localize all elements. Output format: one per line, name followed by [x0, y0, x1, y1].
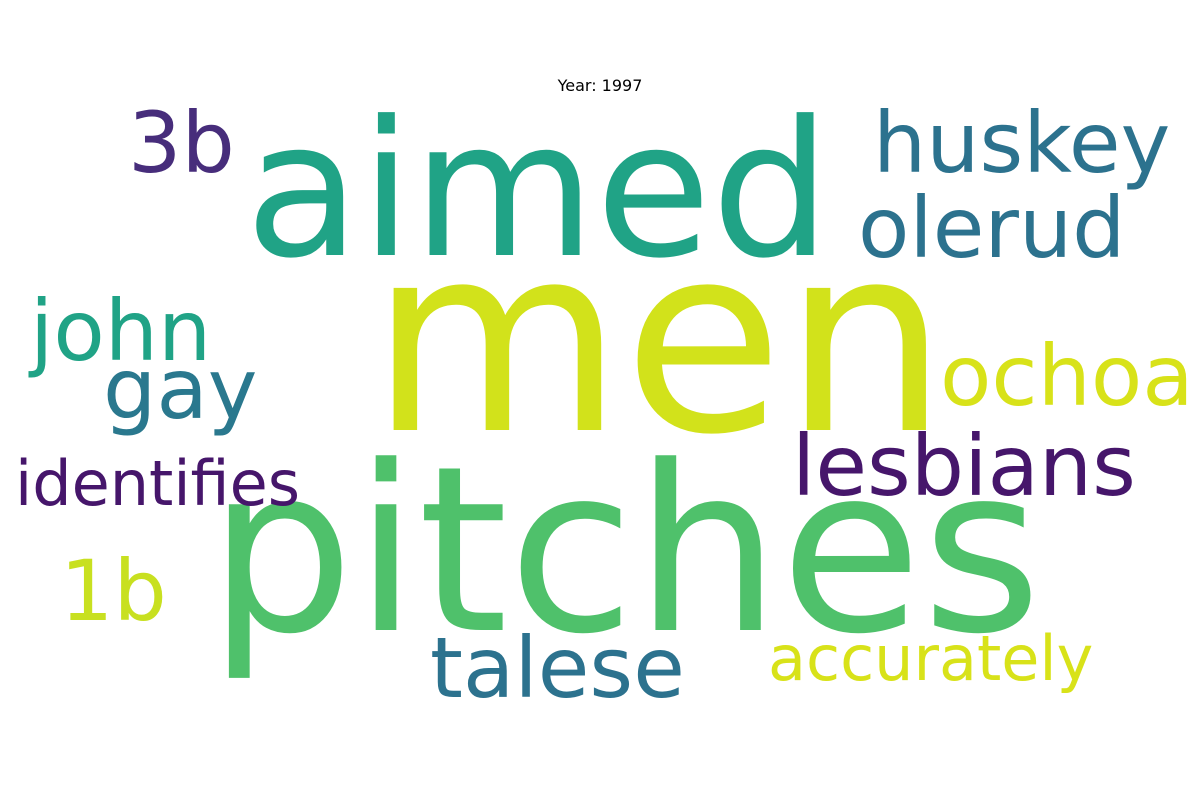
word-talese: talese: [430, 619, 685, 717]
word-aimed: aimed: [245, 81, 831, 300]
word-3b: 3b: [128, 94, 235, 192]
word-gay: gay: [103, 340, 258, 438]
figure-title: Year: 1997: [557, 76, 643, 95]
word-olerud: olerud: [858, 179, 1126, 277]
word-huskey: huskey: [873, 94, 1170, 192]
word-accurately: accurately: [768, 622, 1093, 695]
word-ochoa: ochoa: [940, 327, 1194, 425]
word-identifies: identifies: [15, 447, 300, 520]
word-men: men: [370, 190, 948, 492]
word-1b: 1b: [60, 542, 167, 640]
word-john: john: [28, 282, 211, 380]
word-pitches: pitches: [208, 418, 1042, 685]
word-lesbians: lesbians: [792, 417, 1136, 515]
